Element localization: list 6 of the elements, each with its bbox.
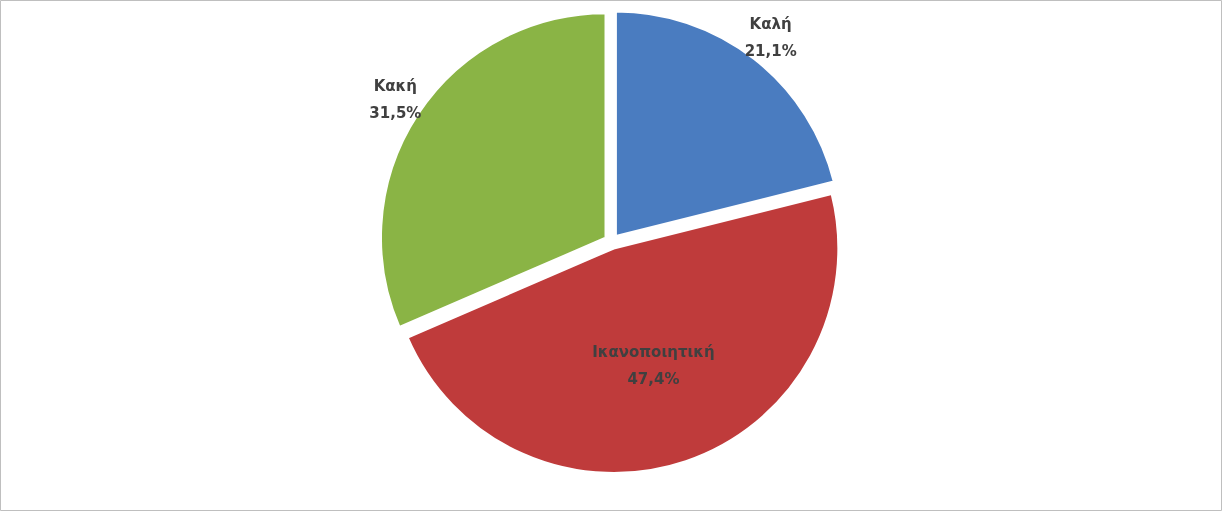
data-label: 47,4% [627,369,680,388]
data-label: 31,5% [369,104,422,123]
slice-label: Καλή [749,15,792,34]
slice-label: Ικανοποιητική [592,342,715,361]
slice-label: Κακή [373,77,417,96]
data-label: 21,1% [744,42,797,61]
